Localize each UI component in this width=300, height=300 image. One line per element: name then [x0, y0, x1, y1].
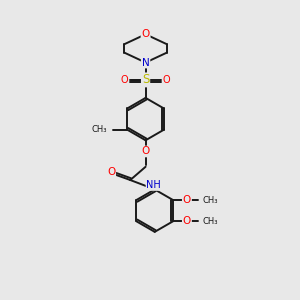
Text: S: S: [142, 74, 149, 86]
Text: O: O: [183, 195, 191, 205]
Text: N: N: [142, 58, 149, 68]
Text: NH: NH: [146, 180, 161, 190]
Text: O: O: [107, 167, 115, 177]
Text: CH₃: CH₃: [203, 217, 218, 226]
Text: O: O: [142, 146, 150, 157]
Text: O: O: [142, 29, 150, 39]
Text: CH₃: CH₃: [203, 196, 218, 205]
Text: CH₃: CH₃: [91, 124, 106, 134]
Text: O: O: [183, 216, 191, 226]
Text: O: O: [121, 75, 128, 85]
Text: O: O: [163, 75, 171, 85]
